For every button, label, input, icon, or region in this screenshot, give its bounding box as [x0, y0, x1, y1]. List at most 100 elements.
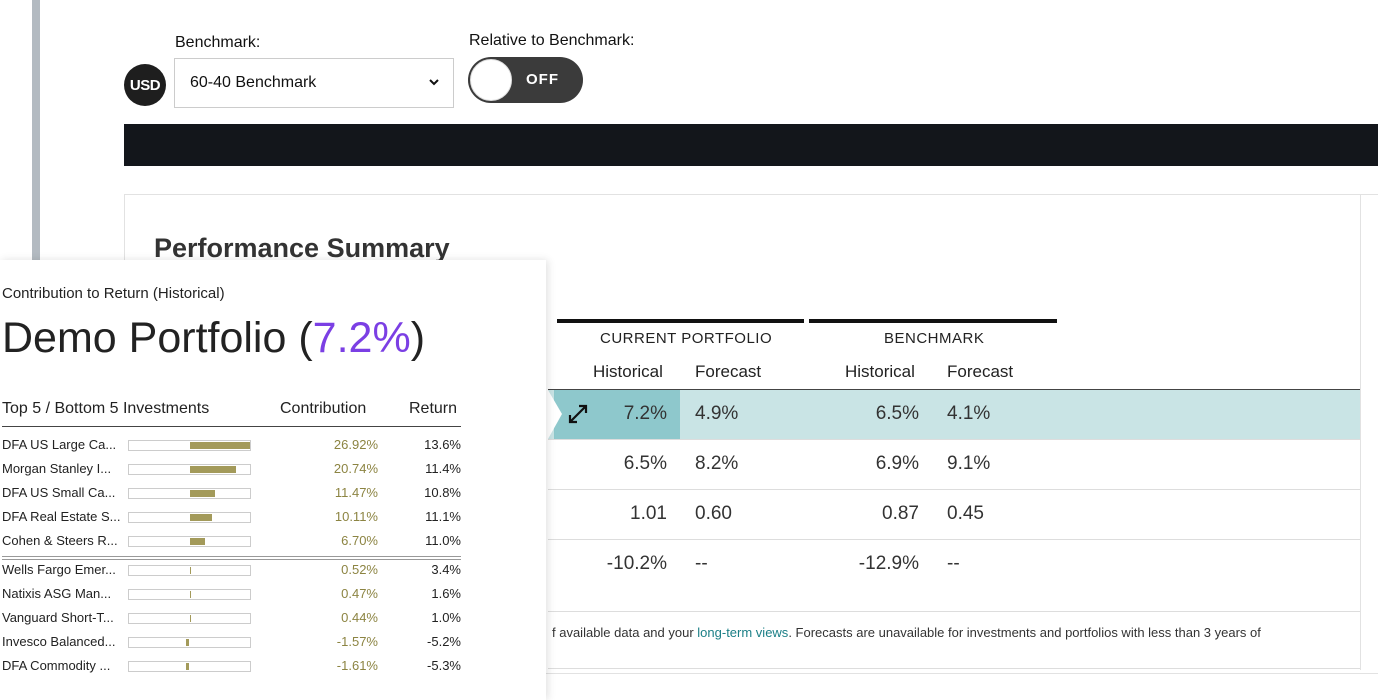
investment-return: 1.6% — [431, 586, 461, 601]
investment-contribution: 20.74% — [333, 461, 378, 476]
investment-name: Natixis ASG Man... — [2, 586, 112, 601]
list-item[interactable]: DFA Real Estate S... 10.11% 11.1% — [0, 506, 470, 530]
card-bottom-divider — [548, 668, 1360, 669]
contribution-bar — [128, 488, 251, 499]
cell-r2-c3: 0.45 — [947, 503, 984, 524]
row-divider — [548, 489, 1360, 490]
col-current-forecast[interactable]: Forecast — [695, 362, 762, 381]
panel-header-divider — [2, 426, 461, 427]
row-pointer — [548, 390, 562, 439]
cell-r3-c3: -- — [947, 553, 960, 574]
investment-name: DFA Commodity ... — [2, 658, 111, 673]
contribution-bar-fill — [185, 639, 190, 646]
investment-contribution: 0.44% — [341, 610, 378, 625]
header-investments: Top 5 / Bottom 5 Investments — [2, 400, 210, 417]
top-bottom-divider — [2, 556, 461, 557]
investment-contribution: 6.70% — [341, 533, 378, 548]
benchmark-select[interactable]: 60-40 Benchmark — [174, 58, 454, 108]
list-item[interactable]: Invesco Balanced... -1.57% -5.2% — [0, 631, 470, 655]
panel-title-close: ) — [410, 314, 426, 362]
investment-contribution: 10.11% — [334, 509, 378, 524]
investment-contribution: -1.61% — [336, 658, 378, 673]
cell-r2-c2: 0.87 — [882, 503, 919, 524]
contribution-bar — [128, 613, 251, 624]
contribution-bar-fill — [189, 567, 191, 574]
contribution-bar-fill — [189, 466, 237, 473]
toggle-state: OFF — [526, 71, 559, 88]
investment-name: Vanguard Short-T... — [2, 610, 114, 625]
toggle-knob — [470, 59, 512, 101]
list-item[interactable]: DFA US Small Ca... 11.47% 10.8% — [0, 482, 470, 506]
list-item[interactable]: Morgan Stanley I... 20.74% 11.4% — [0, 458, 470, 482]
cell-r0-c2: 6.5% — [875, 403, 919, 424]
benchmark-select-value: 60-40 Benchmark — [190, 74, 317, 91]
contribution-bar — [128, 637, 251, 648]
header-contribution: Contribution — [280, 400, 367, 417]
header-divider — [548, 389, 1360, 390]
highlighted-cell[interactable] — [554, 390, 680, 439]
investment-return: 1.0% — [431, 610, 461, 625]
panel-title-pct: 7.2% — [312, 314, 411, 362]
contribution-bar-fill — [189, 591, 191, 598]
card-divider — [1360, 194, 1361, 670]
contribution-bar — [128, 565, 251, 576]
group-current-portfolio: CURRENT PORTFOLIO — [600, 330, 773, 347]
contribution-bar-fill — [185, 663, 190, 670]
cell-r0-c0: 7.2% — [623, 403, 667, 424]
header-return: Return — [409, 400, 458, 417]
cell-r2-c0: 1.01 — [630, 503, 667, 524]
cell-r0-c3: 4.1% — [947, 403, 991, 424]
footer-note: f available data and your long-term view… — [552, 625, 1261, 640]
contribution-bar-fill — [189, 490, 216, 497]
contribution-bar — [128, 589, 251, 600]
row-divider — [548, 539, 1360, 540]
tab-bar — [124, 124, 1378, 166]
investment-name: Morgan Stanley I... — [2, 461, 112, 476]
investment-name: Invesco Balanced... — [2, 634, 116, 649]
investment-return: -5.2% — [427, 634, 461, 649]
footer-note-post: . Forecasts are unavailable for investme… — [788, 625, 1261, 640]
benchmark-label: Benchmark: — [175, 34, 261, 51]
row-divider — [548, 439, 1360, 440]
investment-return: -5.3% — [427, 658, 461, 673]
investment-return: 13.6% — [424, 437, 461, 452]
contribution-bar-fill — [189, 615, 191, 622]
list-item[interactable]: Wells Fargo Emer... 0.52% 3.4% — [0, 559, 470, 583]
relative-label: Relative to Benchmark: — [469, 32, 635, 49]
investment-contribution: 0.47% — [341, 586, 378, 601]
highlighted-row[interactable] — [548, 390, 1360, 439]
investment-return: 10.8% — [424, 485, 461, 500]
col-benchmark-historical[interactable]: Historical — [845, 362, 915, 381]
contribution-bar-fill — [189, 514, 213, 521]
list-item[interactable]: Vanguard Short-T... 0.44% 1.0% — [0, 607, 470, 631]
list-item[interactable]: DFA US Large Ca... 26.92% 13.6% — [0, 434, 470, 458]
cell-r3-c0: -10.2% — [606, 553, 667, 574]
performance-summary-title: Performance Summary — [154, 233, 450, 263]
cell-r1-c1: 8.2% — [695, 453, 739, 474]
contribution-bar — [128, 464, 251, 475]
investment-contribution: 11.47% — [334, 485, 378, 500]
long-term-views-link[interactable]: long-term views — [697, 625, 789, 640]
panel-title-main: Demo Portfolio ( — [2, 314, 313, 362]
list-item[interactable]: DFA Commodity ... -1.61% -5.3% — [0, 655, 470, 679]
group-bar-current — [557, 319, 804, 323]
chevron-down-icon — [429, 79, 439, 86]
investment-name: DFA US Small Ca... — [2, 485, 116, 500]
cell-r1-c0: 6.5% — [623, 453, 667, 474]
contribution-bar-fill — [189, 538, 205, 545]
cell-r1-c2: 6.9% — [875, 453, 919, 474]
col-current-historical[interactable]: Historical — [593, 362, 663, 381]
cell-r2-c1: 0.60 — [695, 503, 732, 524]
footer-note-pre: f available data and your — [552, 625, 698, 640]
group-benchmark: BENCHMARK — [884, 330, 985, 347]
list-item[interactable]: Cohen & Steers R... 6.70% 11.0% — [0, 530, 470, 554]
col-benchmark-forecast[interactable]: Forecast — [947, 362, 1014, 381]
relative-toggle[interactable]: OFF — [468, 57, 583, 103]
investment-name: DFA US Large Ca... — [2, 437, 117, 452]
investment-return: 3.4% — [431, 562, 461, 577]
cell-r0-c1: 4.9% — [695, 403, 739, 424]
contribution-bar — [128, 512, 251, 523]
list-item[interactable]: Natixis ASG Man... 0.47% 1.6% — [0, 583, 470, 607]
expand-icon[interactable] — [567, 403, 589, 425]
currency-badge[interactable]: USD — [124, 64, 166, 106]
